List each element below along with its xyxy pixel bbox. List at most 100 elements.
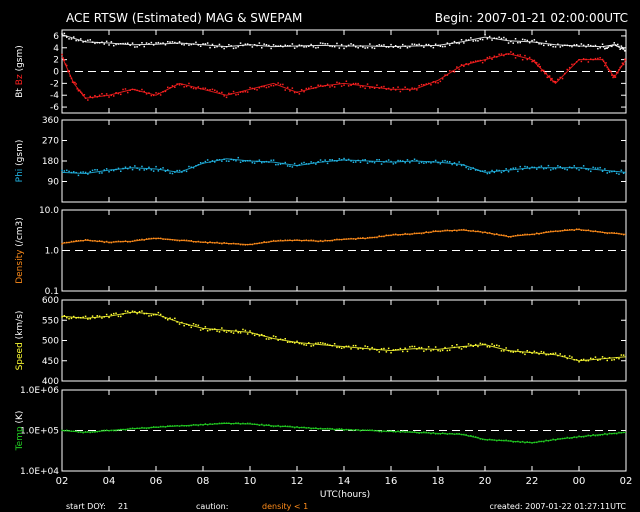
mag-data-point	[474, 39, 477, 42]
mag-data-point	[71, 81, 74, 83]
density-data-point	[615, 232, 618, 234]
density-data-point	[282, 240, 284, 242]
temp-data-point	[223, 422, 225, 424]
mag-data-point	[188, 82, 190, 85]
density-data-point	[587, 229, 590, 231]
speed-data-point	[376, 349, 378, 351]
temp-data-point	[554, 439, 557, 441]
mag-data-point	[359, 45, 362, 47]
phi-data-point	[263, 161, 265, 163]
mag-data-point	[338, 82, 341, 84]
temp-data-point	[239, 423, 242, 425]
mag-data-point	[296, 45, 298, 48]
density-data-point	[73, 240, 75, 243]
density-data-point	[467, 230, 470, 232]
density-data-point	[608, 232, 611, 234]
density-data-point	[296, 239, 298, 241]
phi-data-point	[550, 169, 552, 171]
mag-data-point	[519, 54, 521, 56]
mag-data-point	[263, 85, 265, 88]
temp-data-point	[472, 435, 474, 438]
mag-data-point	[131, 88, 134, 91]
mag-series-bz-line	[61, 53, 627, 99]
speed-data-point	[157, 311, 160, 314]
mag-ytick-label: 2	[53, 56, 59, 66]
temp-data-point	[120, 428, 122, 431]
mag-data-point	[225, 96, 228, 99]
mag-data-point	[474, 60, 477, 62]
density-data-point	[601, 231, 604, 233]
mag-ylabel-part: Bt	[15, 88, 25, 98]
temp-data-point	[547, 440, 550, 442]
mag-data-point	[96, 96, 98, 98]
density-data-point	[155, 237, 157, 240]
phi-data-point	[315, 163, 317, 165]
mag-data-point	[145, 42, 148, 44]
mag-data-point	[575, 44, 578, 46]
phi-data-point	[554, 167, 557, 170]
speed-data-point	[138, 311, 141, 313]
speed-data-point	[143, 312, 145, 315]
phi-data-point	[456, 164, 458, 166]
mag-data-point	[608, 70, 611, 72]
phi-data-point	[486, 172, 489, 175]
mag-data-point	[164, 90, 167, 93]
mag-data-point	[540, 43, 543, 45]
temp-data-point	[115, 429, 117, 432]
mag-data-point	[394, 89, 397, 91]
temp-data-point	[500, 439, 503, 442]
temp-data-point	[127, 428, 129, 430]
phi-data-point	[223, 158, 225, 160]
mag-data-point	[519, 41, 521, 44]
temp-data-point	[359, 429, 362, 432]
density-data-point	[159, 237, 162, 240]
phi-data-point	[214, 161, 216, 163]
temp-data-point	[183, 425, 185, 427]
mag-data-point	[406, 88, 409, 90]
mag-data-point	[251, 87, 254, 90]
mag-data-point	[185, 42, 188, 45]
phi-data-point	[300, 162, 303, 165]
mag-data-point	[532, 60, 534, 62]
speed-data-point	[394, 349, 397, 351]
temp-data-point	[138, 427, 141, 430]
density-data-point	[291, 239, 294, 242]
mag-data-point	[564, 44, 566, 46]
phi-data-point	[192, 167, 195, 169]
temp-data-point	[540, 440, 543, 443]
phi-data-point	[362, 159, 364, 161]
density-data-point	[228, 243, 230, 245]
mag-data-point	[540, 70, 543, 72]
speed-data-point	[423, 350, 425, 352]
mag-ylabel-part: Bz	[15, 74, 25, 88]
speed-data-point	[463, 346, 465, 348]
mag-data-point	[298, 93, 301, 95]
density-data-point	[378, 235, 380, 237]
temp-data-point	[477, 436, 479, 439]
speed-data-point	[242, 328, 244, 331]
mag-data-point	[427, 43, 430, 46]
mag-data-point	[249, 44, 251, 46]
phi-data-point	[131, 168, 134, 171]
mag-data-point	[514, 57, 517, 59]
temp-data-point	[366, 429, 369, 431]
speed-data-point	[277, 339, 279, 341]
mag-data-point	[463, 42, 465, 44]
speed-data-point	[413, 345, 416, 348]
density-data-point	[491, 233, 493, 235]
speed-data-point	[599, 358, 601, 361]
phi-data-point	[277, 163, 279, 166]
density-data-point	[599, 231, 601, 233]
density-data-point	[477, 230, 479, 232]
mag-data-point	[300, 44, 303, 47]
speed-data-point	[446, 349, 449, 352]
phi-data-point	[338, 158, 341, 160]
density-data-point	[127, 241, 129, 243]
mag-data-point	[500, 37, 503, 40]
temp-data-point	[402, 430, 404, 433]
temp-data-point	[117, 429, 120, 431]
density-data-point	[117, 240, 120, 243]
temp-data-point	[263, 424, 265, 427]
phi-data-point	[312, 162, 315, 164]
speed-data-point	[115, 312, 117, 314]
